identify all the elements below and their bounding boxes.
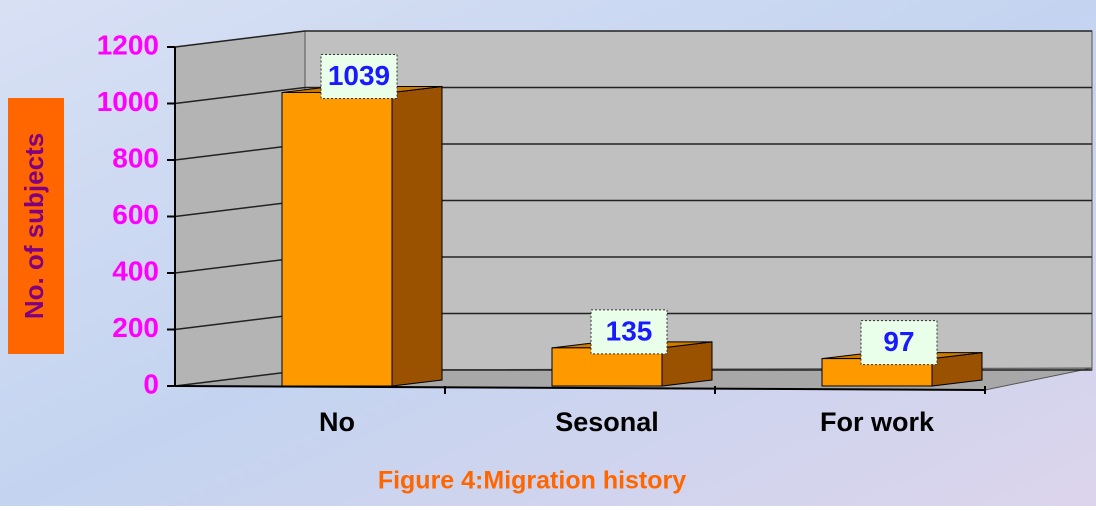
y-label-box — [8, 98, 64, 354]
bar — [551, 341, 713, 387]
x-tick-label: For work — [820, 407, 935, 437]
bar — [281, 85, 443, 387]
bar-front — [281, 91, 393, 387]
y-tick-label: 0 — [143, 368, 159, 399]
y-tick-label: 200 — [112, 312, 159, 343]
y-tick-label: 800 — [112, 142, 159, 173]
value-label-box — [320, 53, 398, 99]
y-tick-label: 1000 — [97, 86, 159, 117]
value-label-box — [590, 309, 668, 355]
value-label-box — [860, 320, 938, 366]
grid-line — [174, 30, 1092, 48]
value-label: 1039 — [328, 60, 390, 91]
x-tick-label: Sesonal — [555, 407, 659, 437]
x-axis — [174, 385, 986, 391]
y-tick-label: 1200 — [97, 29, 159, 60]
grid-line — [174, 86, 1092, 105]
y-tick-label: 600 — [112, 199, 159, 230]
bar-side — [661, 341, 713, 387]
value-label: 135 — [606, 315, 653, 346]
chart-title: Figure 4:Migration history — [378, 467, 686, 495]
bar-side — [391, 85, 443, 387]
value-label: 97 — [883, 326, 914, 357]
x-tick-label: No — [319, 407, 355, 437]
y-axis-label: No. of subjects — [19, 133, 49, 319]
y-tick-label: 400 — [112, 255, 159, 286]
